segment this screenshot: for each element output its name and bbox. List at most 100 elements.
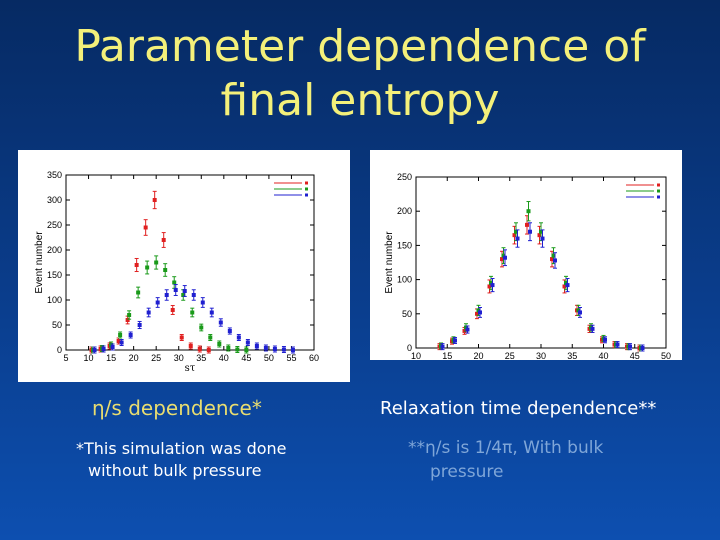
x-axis-label: sτ — [185, 363, 196, 374]
data-point — [209, 310, 214, 315]
data-point — [537, 233, 542, 238]
data-point — [272, 347, 277, 351]
y-tick-label: 50 — [52, 320, 62, 330]
data-point — [464, 325, 468, 330]
data-point — [118, 333, 123, 337]
data-point — [128, 333, 133, 337]
data-point — [163, 268, 168, 272]
data-point — [245, 340, 250, 345]
data-point — [154, 260, 159, 265]
data-point — [143, 225, 148, 230]
data-point — [92, 348, 97, 352]
x-tick-label: 15 — [442, 351, 452, 360]
title-line-2: final entropy — [220, 75, 500, 126]
data-point — [173, 288, 178, 292]
data-point — [281, 347, 286, 352]
data-point — [478, 310, 482, 315]
x-tick-label: 50 — [661, 351, 671, 360]
data-point — [562, 284, 567, 289]
y-tick-label: 150 — [397, 240, 412, 250]
data-point — [170, 308, 175, 312]
caption-relaxation: Relaxation time dependence** — [380, 398, 657, 419]
plot-frame — [415, 176, 667, 349]
data-point — [137, 323, 142, 327]
data-point — [500, 257, 504, 262]
y-axis-label: Event number — [34, 231, 45, 294]
slide-title: Parameter dependence of final entropy — [0, 20, 720, 128]
data-point — [191, 293, 196, 297]
x-tick-label: 30 — [174, 353, 184, 363]
note-left-line-2: without bulk pressure — [88, 461, 262, 480]
y-tick-label: 100 — [397, 275, 412, 285]
data-point — [590, 326, 595, 331]
data-point — [254, 344, 259, 348]
x-tick-label: 25 — [505, 351, 515, 360]
data-point — [453, 338, 457, 343]
data-point — [476, 308, 481, 313]
data-point — [553, 258, 557, 263]
y-tick-label: 300 — [47, 195, 62, 205]
data-point — [145, 265, 150, 270]
data-point — [226, 346, 231, 350]
data-point — [515, 236, 520, 241]
x-tick-label: 35 — [567, 351, 577, 360]
x-tick-label: 40 — [219, 353, 229, 363]
x-tick-label: 15 — [106, 353, 116, 363]
legend-marker — [305, 181, 308, 185]
chart-eta-s-dependence: 0 50 100 150 200 250 300 350 5 10 15 20 25 30 35 40 45 50… — [34, 170, 319, 374]
note-right: **η/s is 1/4π, With bulk pressure — [408, 436, 668, 484]
x-tick-label: 55 — [286, 353, 296, 363]
note-right-line-1: **η/s is 1/4π, With bulk — [408, 438, 604, 458]
data-point — [181, 293, 186, 297]
x-tick-label: 45 — [630, 351, 640, 360]
y-tick-label: 150 — [47, 270, 62, 280]
data-point — [501, 253, 506, 258]
title-line-1: Parameter dependence of — [74, 21, 646, 72]
data-point — [290, 348, 295, 352]
y-tick-label: 50 — [402, 309, 412, 319]
x-tick-label: 20 — [473, 351, 483, 360]
x-tick-label: 60 — [309, 353, 319, 363]
x-tick-label: 40 — [598, 351, 608, 360]
note-left: *This simulation was done without bulk p… — [76, 438, 316, 482]
data-point — [134, 263, 139, 267]
data-point — [551, 253, 556, 258]
y-tick-label: 0 — [57, 345, 62, 355]
data-point — [179, 335, 184, 340]
data-point — [514, 229, 518, 234]
data-point — [164, 293, 169, 297]
data-point — [217, 342, 222, 346]
y-tick-label: 250 — [47, 220, 62, 230]
data-point — [188, 344, 193, 348]
y-tick-label: 0 — [407, 343, 412, 353]
legend-marker — [657, 195, 660, 199]
data-point — [550, 257, 554, 262]
x-tick-label: 20 — [129, 353, 139, 363]
legend-marker — [657, 189, 660, 193]
data-point — [539, 229, 543, 234]
data-point — [565, 283, 570, 288]
x-tick-label: 45 — [241, 353, 251, 363]
data-point — [208, 335, 213, 340]
x-tick-label: 5 — [63, 353, 68, 363]
data-point — [512, 233, 517, 238]
data-point — [146, 310, 151, 315]
data-point — [199, 325, 204, 330]
data-point — [200, 300, 205, 305]
data-point — [235, 347, 240, 352]
data-point — [136, 290, 141, 295]
data-point — [603, 337, 607, 342]
y-tick-label: 100 — [47, 295, 62, 305]
x-tick-label: 50 — [264, 353, 274, 363]
data-point — [263, 346, 268, 350]
x-tick-label: 10 — [84, 353, 94, 363]
y-tick-label: 200 — [47, 245, 62, 255]
data-point — [440, 344, 445, 349]
data-point — [578, 310, 582, 315]
data-point — [110, 345, 115, 349]
data-point — [525, 222, 529, 227]
data-point — [190, 310, 195, 315]
data-point — [244, 348, 249, 352]
note-left-line-1: *This simulation was done — [76, 439, 287, 458]
data-point — [503, 255, 507, 260]
